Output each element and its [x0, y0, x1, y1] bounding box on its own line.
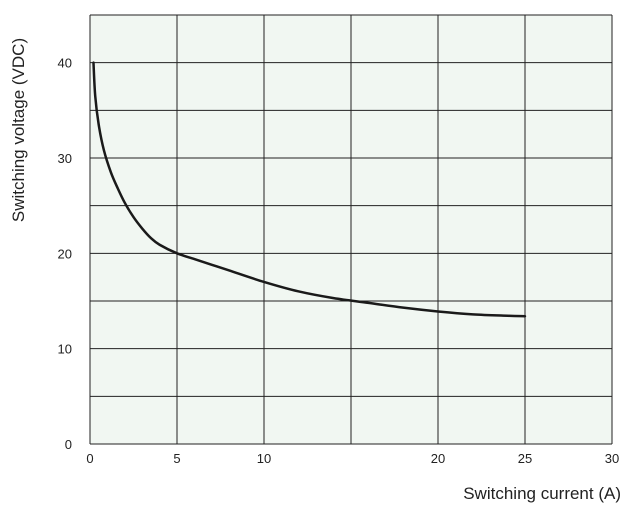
y-tick-label: 10 — [58, 342, 72, 357]
x-tick-label: 30 — [605, 451, 619, 466]
x-axis-ticks: 0 5 10 20 25 30 — [86, 451, 619, 466]
series-line — [92, 61, 527, 318]
y-axis-label: Switching voltage (VDC) — [9, 38, 28, 222]
x-tick-label: 25 — [518, 451, 532, 466]
y-tick-label: 40 — [58, 56, 72, 71]
y-tick-label: 0 — [65, 437, 72, 452]
y-tick-label: 30 — [58, 151, 72, 166]
x-tick-label: 10 — [257, 451, 271, 466]
y-tick-label: 20 — [58, 246, 72, 261]
x-axis-label: Switching current (A) — [463, 484, 621, 503]
x-tick-label: 5 — [173, 451, 180, 466]
x-tick-label: 0 — [86, 451, 93, 466]
series-layer — [92, 61, 527, 318]
y-axis-ticks: 0 10 20 30 40 — [58, 56, 72, 452]
x-tick-label: 20 — [431, 451, 445, 466]
